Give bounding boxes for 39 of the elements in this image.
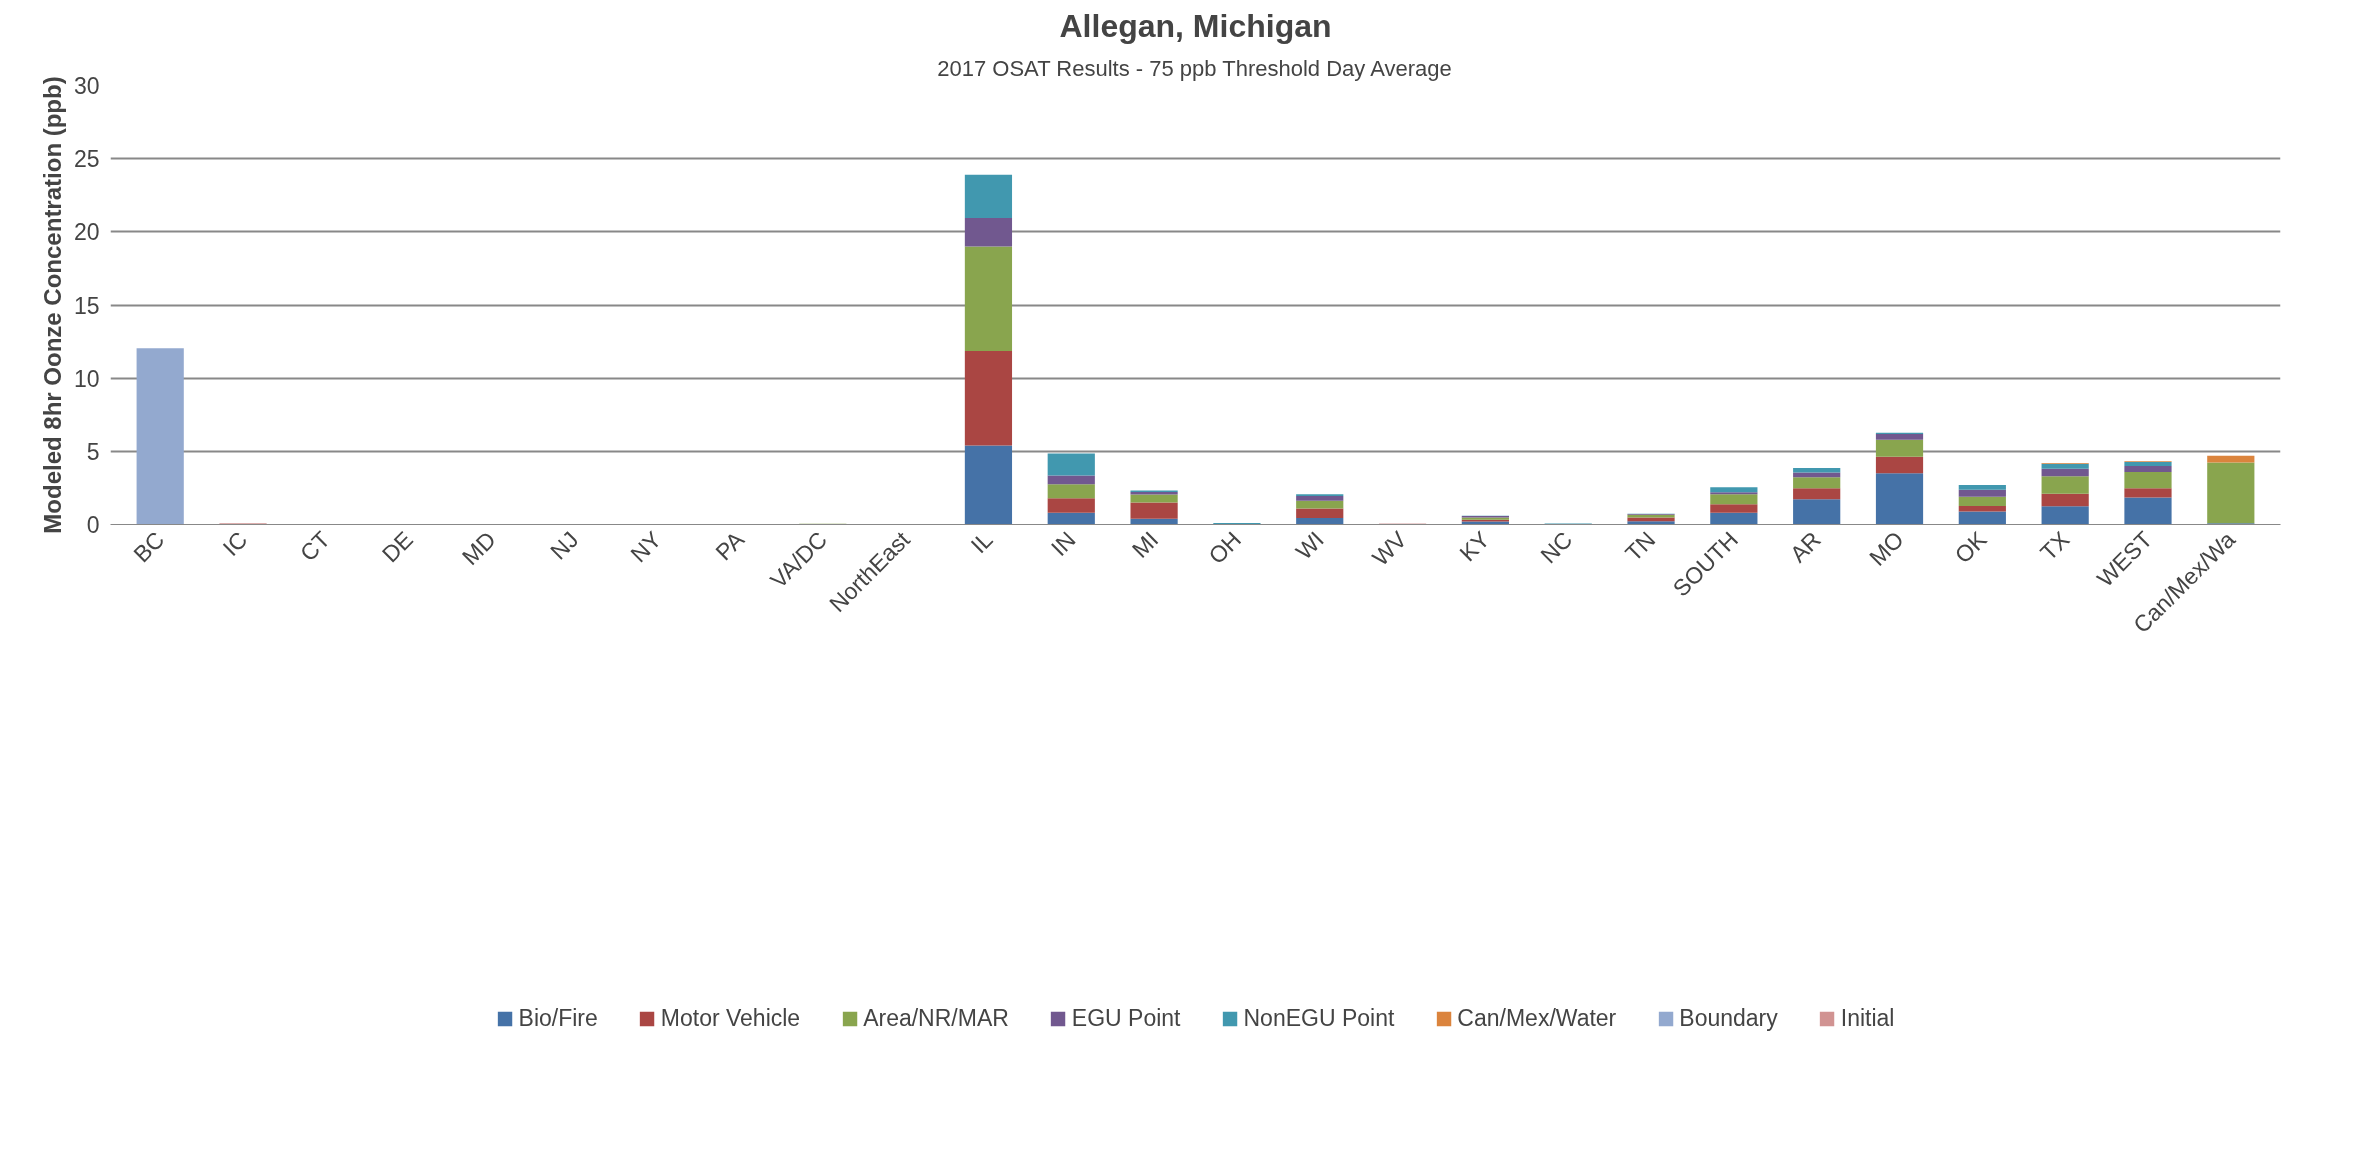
x-tick-label: BC xyxy=(128,526,170,568)
legend-label: Motor Vehicle xyxy=(660,1004,801,1032)
x-tick-label: DE xyxy=(376,526,418,568)
x-tick-label: CT xyxy=(294,526,336,567)
x-tick-label: NJ xyxy=(545,526,584,565)
y-axis-title: Modeled 8hr Oonze Concentration (ppb) xyxy=(38,76,66,534)
x-tick-label: TN xyxy=(1620,526,1661,567)
legend-label: EGU Point xyxy=(1071,1004,1181,1032)
y-tick-label: 15 xyxy=(73,292,100,319)
y-tick-label: 25 xyxy=(73,146,100,173)
legend-label: Bio/Fire xyxy=(518,1004,598,1032)
x-tick-label: OH xyxy=(1203,526,1247,570)
x-tick-label: IL xyxy=(965,526,998,559)
y-tick-label: 20 xyxy=(73,219,100,246)
x-tick-label: WV xyxy=(1367,525,1413,571)
x-tick-label: AR xyxy=(1784,526,1826,568)
x-tick-label: KY xyxy=(1454,526,1495,567)
x-tick-label: WI xyxy=(1290,526,1329,565)
x-tick-label: NC xyxy=(1535,526,1578,569)
y-tick-label: 5 xyxy=(86,438,100,465)
chart-subtitle: 2017 OSAT Results - 75 ppb Threshold Day Average xyxy=(937,55,1452,81)
x-tick-label: MI xyxy=(1126,526,1164,563)
chart-title: Allegan, Michigan xyxy=(1059,7,1332,44)
y-tick-label: 0 xyxy=(86,512,100,538)
x-tick-label: IN xyxy=(1045,526,1081,561)
y-tick-label: 30 xyxy=(73,73,100,99)
x-tick-label: MO xyxy=(1864,526,1909,571)
x-tick-label: TX xyxy=(2035,526,2075,566)
legend-label: Initial xyxy=(1840,1004,1895,1032)
x-tick-label: MD xyxy=(457,526,501,570)
x-tick-label: NY xyxy=(625,526,667,568)
legend-label: NonEGU Point xyxy=(1243,1004,1395,1032)
x-tick-label: PA xyxy=(710,525,750,566)
legend-label: Can/Mex/Water xyxy=(1457,1004,1617,1032)
x-tick-label: IC xyxy=(217,526,253,561)
legend-label: Area/NR/MAR xyxy=(863,1004,1009,1032)
legend-label: Boundary xyxy=(1679,1004,1778,1032)
y-tick-label: 10 xyxy=(73,365,100,392)
x-tick-label: OK xyxy=(1949,525,1992,569)
